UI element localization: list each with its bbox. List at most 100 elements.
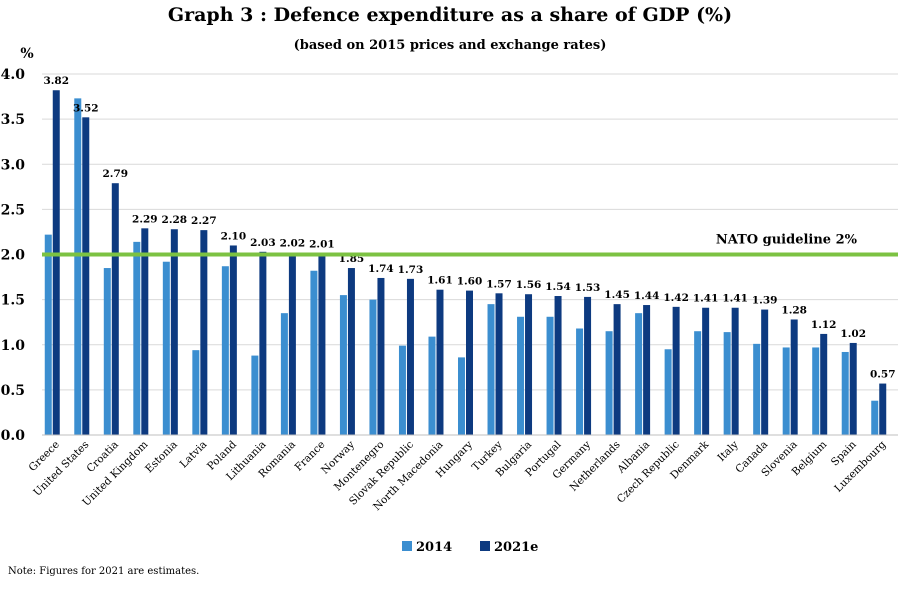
bar-2014 [162,261,170,435]
bar-2014 [841,351,849,435]
bar-2014 [605,331,613,435]
chart-note: Note: Figures for 2021 are estimates. [8,566,200,577]
bar-2014 [576,328,584,435]
x-tick-label: Luxembourg [832,438,888,494]
bar-2021e [318,253,326,435]
data-label: 1.57 [486,278,512,290]
data-label: 2.10 [221,230,247,242]
bar-2021e [436,289,444,435]
bar-2014 [782,347,790,435]
data-label: 1.60 [457,276,483,288]
bar-2014 [192,350,200,435]
data-label: 2.79 [103,168,129,180]
bar-2014 [221,266,229,435]
data-label: 0.57 [870,369,896,381]
bar-2021e [702,307,710,435]
bar-2021e [170,229,178,435]
data-label: 1.02 [840,328,866,340]
bar-2021e [111,183,119,435]
data-label: 1.44 [634,290,660,302]
bar-2021e [672,306,680,435]
bar-2021e [554,296,562,435]
nato-reference-label: NATO guideline 2% [716,233,858,248]
bar-2014 [546,316,554,435]
bar-2014 [458,357,465,435]
bar-2021e [52,90,60,436]
bar-2014 [339,295,347,435]
bar-2014 [753,343,761,435]
bar-2014 [398,345,406,435]
x-tick-label: Italy [715,439,740,464]
data-label: 2.27 [191,215,217,227]
y-tick-label: 3.5 [1,112,25,128]
bar-2021e [141,228,149,435]
data-label: 1.56 [516,279,542,291]
bar-2021e [406,278,414,435]
bar-2014 [103,268,111,435]
y-axis-label: % [20,46,33,62]
data-label: 1.41 [693,293,719,305]
y-tick-label: 2.0 [1,248,26,264]
bar-2021e [643,305,651,435]
data-label: 2.29 [132,213,158,225]
data-label: 1.53 [575,282,601,294]
y-tick-label: 3.0 [1,157,26,173]
bar-2014 [44,234,52,435]
y-tick-label: 0.5 [1,383,25,399]
legend-swatch-2014 [402,541,412,551]
bar-2014 [74,98,82,436]
chart-subtitle: (based on 2015 prices and exchange rates… [293,38,607,53]
bar-2014 [251,355,259,435]
bar-2014 [871,400,879,435]
bar-2021e [790,319,798,435]
data-label: 2.02 [280,238,306,250]
bar-2021e [466,290,473,435]
x-tick-label: United States [31,439,91,499]
data-label: 2.28 [162,214,188,226]
bar-2014 [723,332,731,435]
bar-2021e [820,333,828,435]
bar-2021e [377,277,385,435]
data-label: 3.82 [43,75,69,87]
bar-2014 [635,313,643,435]
bar-2021e [731,307,739,435]
data-label: 1.39 [752,295,778,307]
bar-2021e [288,252,296,435]
data-label: 1.61 [427,275,453,287]
bar-2021e [259,251,267,435]
bar-2014 [517,316,525,435]
bar-2021e [761,309,769,435]
bar-2021e [879,383,887,435]
data-label: 2.01 [309,239,335,251]
bar-2014 [428,336,436,435]
bar-2014 [694,331,702,435]
data-label: 1.45 [604,289,630,301]
y-tick-label: 1.0 [1,338,26,354]
legend-label-2014: 2014 [416,540,452,555]
data-label: 3.52 [73,102,99,114]
bar-2014 [369,299,377,435]
chart-title: Graph 3 : Defence expenditure as a share… [167,4,733,26]
bar-2014 [664,349,672,435]
y-tick-label: 0.0 [1,428,26,444]
bar-2014 [812,347,820,435]
legend-swatch-2021e [480,541,490,551]
bar-2014 [280,313,288,435]
bar-2021e [200,230,208,435]
data-label: 1.54 [545,281,571,293]
bar-2021e [525,294,533,435]
bar-2014 [487,304,495,435]
bar-2021e [584,296,592,435]
bar-2021e [613,304,621,435]
x-tick-label: Estonia [143,439,180,476]
data-label: 2.03 [250,237,276,249]
bar-2014 [310,270,318,435]
y-tick-label: 1.5 [1,293,25,309]
bar-2021e [347,268,355,435]
bar-2021e [495,293,503,435]
bar-2021e [82,117,90,435]
x-tick-label: Latvia [178,439,210,471]
data-label: 1.42 [663,292,689,304]
bar-2021e [229,245,237,435]
